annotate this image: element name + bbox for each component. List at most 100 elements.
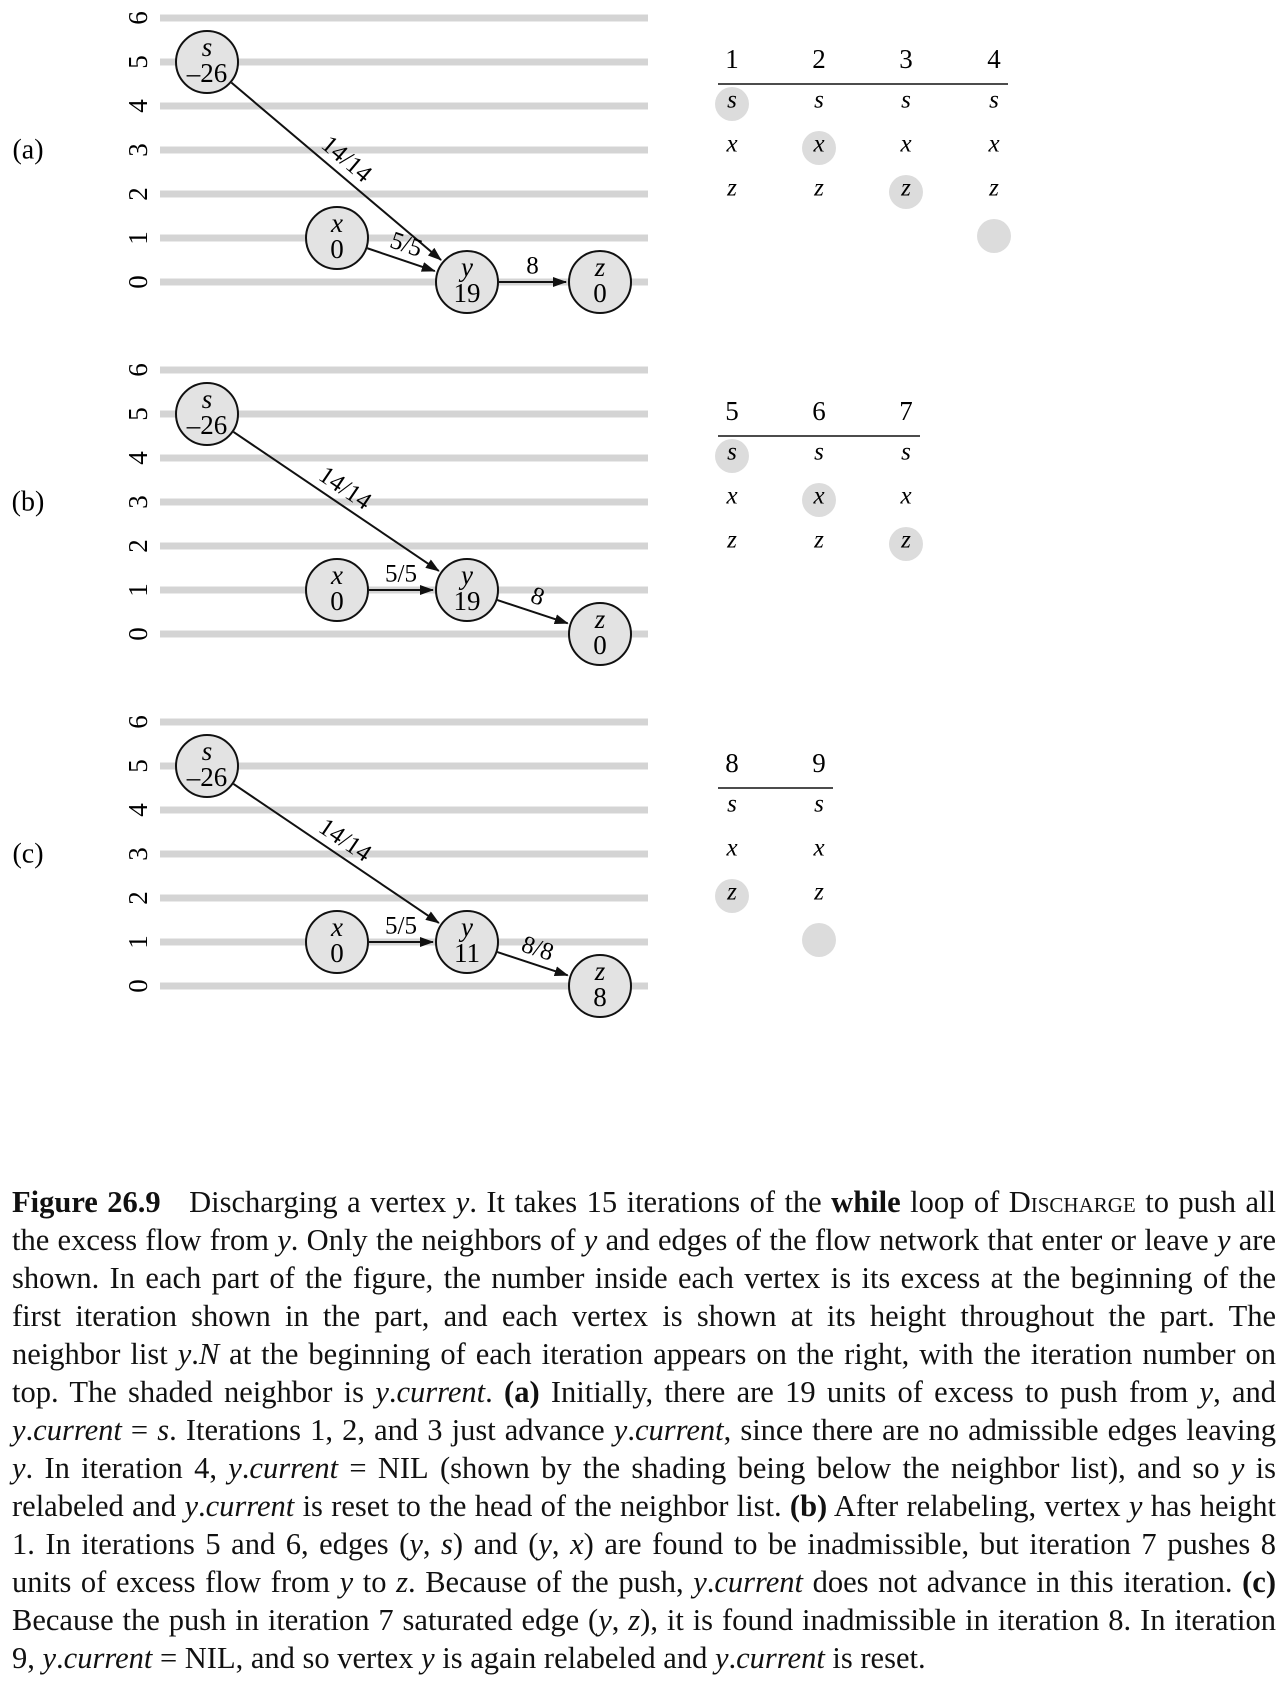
neighbor-entry: x (725, 483, 737, 510)
current-pointer-shade (889, 527, 923, 561)
vertex-excess: 0 (330, 586, 344, 616)
neighbor-entry: x (899, 483, 911, 510)
neighbor-entry: z (988, 175, 999, 202)
panel-label: (a) (12, 134, 43, 165)
caption-run: current (634, 1413, 724, 1447)
neighbor-entry: z (726, 879, 737, 906)
caption-run: y (339, 1565, 354, 1599)
height-tick-label: 3 (123, 495, 153, 509)
caption-run: , since there are no admissible edges le… (723, 1413, 1277, 1447)
vertex-circle (568, 250, 632, 314)
vertex-s: s–26 (175, 30, 239, 94)
caption-run: is reset. (824, 1641, 926, 1675)
vertex-y: y19 (435, 558, 499, 622)
vertex-y: y19 (435, 250, 499, 314)
caption-run: are shown. In each part of the figure, t… (12, 1223, 1277, 1371)
height-tick-label: 5 (123, 407, 153, 421)
caption-run: , (611, 1603, 629, 1637)
caption-run: current (205, 1489, 295, 1523)
caption-run: y (1216, 1223, 1231, 1257)
edge-label: 8 (527, 582, 547, 612)
height-tick-label: 2 (123, 539, 153, 553)
edge-s-y (232, 431, 440, 572)
vertex-s: s–26 (175, 382, 239, 446)
caption-run: . In iteration 4, (25, 1451, 229, 1485)
caption-run: Discharging a vertex (189, 1185, 456, 1219)
vertex-x: x0 (305, 558, 369, 622)
neighbor-entry: x (725, 131, 737, 158)
iteration-column: 2 sxz (802, 44, 836, 202)
vertex-name: z (594, 956, 606, 986)
height-tick-label: 5 (123, 55, 153, 69)
caption-run: , (551, 1527, 571, 1561)
height-gridlines (160, 14, 648, 286)
neighbor-entry: s (727, 87, 737, 114)
neighbor-entry: s (901, 439, 911, 466)
vertex-name: y (458, 560, 473, 590)
caption-run: . (388, 1375, 397, 1409)
caption-run: y (12, 1451, 26, 1485)
caption-run: NIL (377, 1451, 429, 1485)
height-tick-label: 4 (123, 99, 153, 113)
current-pointer-shade (715, 879, 749, 913)
neighbor-entry: s (727, 791, 737, 818)
caption-run: to push all the excess flow from (12, 1185, 1276, 1257)
current-pointer-shade (802, 483, 836, 517)
neighbor-entry: x (725, 835, 737, 862)
caption-run: to (353, 1565, 397, 1599)
caption-run: . It takes 15 iterations of the (469, 1185, 832, 1219)
height-tick-label: 0 (123, 627, 153, 641)
caption-run: . (485, 1375, 505, 1409)
caption-run: , and so vertex (235, 1641, 422, 1675)
vertex-circle (435, 250, 499, 314)
current-pointer-shade (802, 131, 836, 165)
vertex-excess: 19 (454, 586, 481, 616)
neighbor-entry: x (812, 131, 824, 158)
vertex-circle (305, 910, 369, 974)
vertex-circle (175, 734, 239, 798)
iteration-column: 1 sxz (715, 44, 749, 202)
neighbor-entry: z (726, 527, 737, 554)
caption-run: y (1128, 1489, 1143, 1523)
caption-run: s (157, 1413, 170, 1447)
caption-run: . Iterations 1, 2, and 3 just advance (169, 1413, 614, 1447)
iteration-column: 6 sxz (802, 396, 836, 554)
vertex-excess: –26 (186, 410, 228, 440)
current-pointer-shade (715, 87, 749, 121)
vertex-name: x (330, 912, 343, 942)
caption-run: y (693, 1565, 707, 1599)
neighbor-entry: s (814, 791, 824, 818)
vertex-circle (568, 954, 632, 1018)
caption-run: , (422, 1527, 442, 1561)
iteration-column: 7 sxz (889, 396, 923, 561)
neighbor-entry: x (812, 835, 824, 862)
caption-run: ) are found to be inadmissible, but iter… (12, 1527, 1277, 1599)
vertex-circle (568, 602, 632, 666)
current-pointer-shade (715, 439, 749, 473)
iteration-number: 5 (725, 396, 739, 426)
caption-run: current (249, 1451, 339, 1485)
caption-run: . (728, 1641, 737, 1675)
caption-run: is relabeled and (12, 1451, 1276, 1523)
iteration-column: 5 sxz (715, 396, 749, 554)
height-tick-label: 2 (123, 187, 153, 201)
vertex-excess: 19 (454, 278, 481, 308)
caption-run: ) and ( (452, 1527, 539, 1561)
caption-run: = (338, 1451, 378, 1485)
caption-run: y (1199, 1375, 1214, 1409)
vertex-name: y (458, 252, 473, 282)
current-pointer-shade (889, 175, 923, 209)
edge-label: 5/5 (385, 913, 417, 940)
caption-run: Because the push in iteration 7 saturate… (12, 1603, 599, 1637)
iteration-number: 4 (987, 44, 1001, 74)
caption-run: = (121, 1413, 158, 1447)
edge-y-z (497, 951, 569, 977)
caption-run: y (375, 1375, 389, 1409)
edge-s-y (232, 783, 440, 924)
caption-run: current (63, 1641, 153, 1675)
caption-run: . Only the neighbors of (290, 1223, 584, 1257)
vertex-z: z8 (568, 954, 632, 1018)
